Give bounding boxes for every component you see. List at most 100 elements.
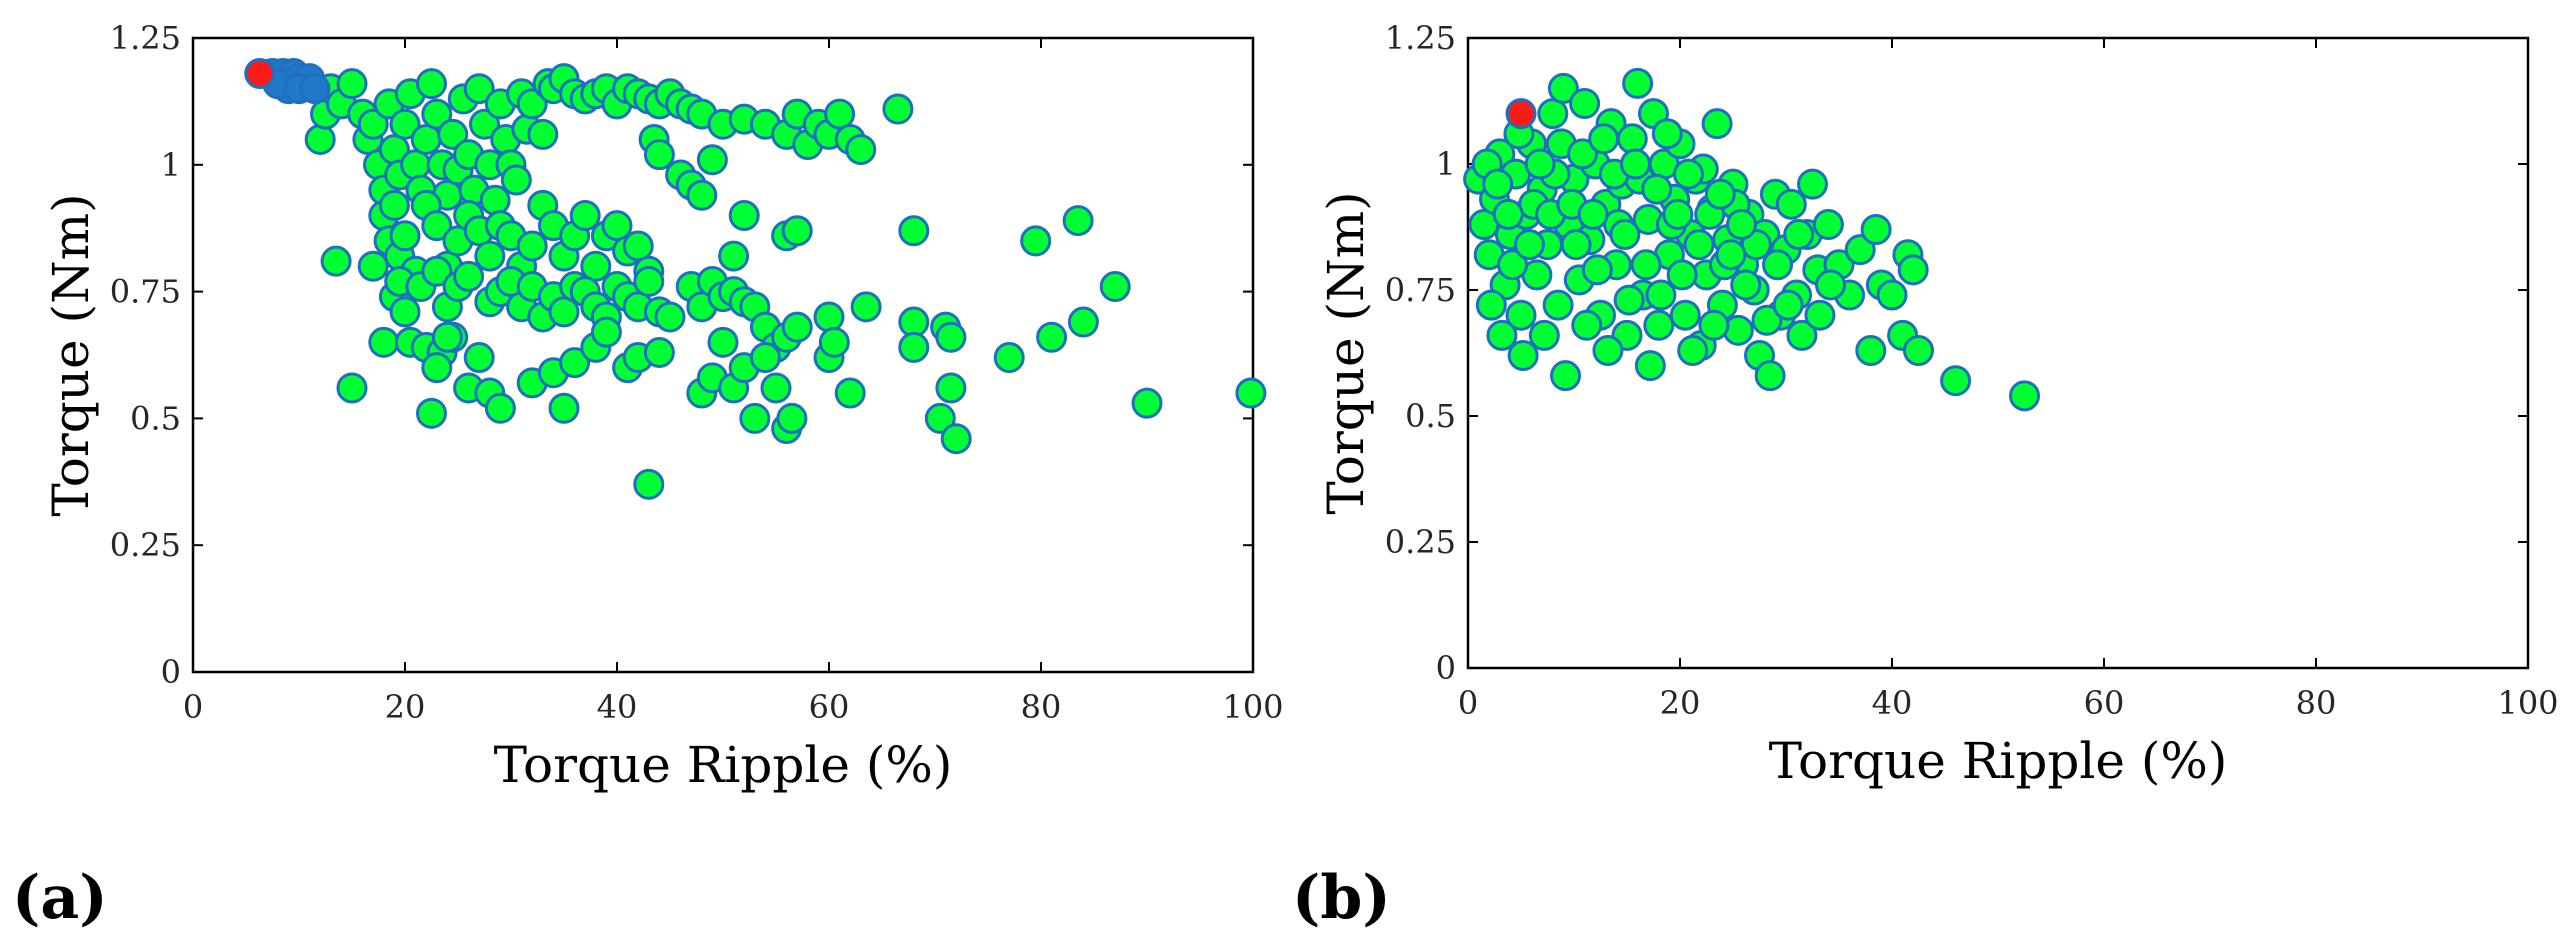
data-point	[654, 301, 686, 333]
data-point	[416, 397, 447, 429]
data-point	[686, 179, 718, 211]
data-point	[336, 372, 368, 404]
x-tick-label: 100	[2497, 684, 2558, 722]
data-point	[1577, 198, 1609, 230]
x-tick-label: 20	[1660, 684, 1701, 722]
data-point	[1701, 108, 1733, 140]
x-axis-label: Torque Ripple (%)	[494, 736, 953, 794]
data-point	[813, 301, 845, 333]
data-point	[824, 98, 856, 130]
data-point	[1715, 239, 1747, 271]
plot-area-b	[1466, 36, 2530, 670]
y-tick-label: 1	[161, 146, 181, 184]
data-point	[993, 342, 1025, 374]
data-point	[378, 189, 410, 221]
data-point	[431, 321, 463, 353]
x-tick-label: 80	[1021, 688, 1062, 726]
cluster-point	[299, 73, 331, 105]
data-point	[1616, 123, 1648, 155]
data-point	[776, 402, 808, 434]
data-point	[580, 250, 612, 282]
data-point	[739, 402, 771, 434]
data-point	[1651, 118, 1683, 150]
data-point	[898, 215, 930, 247]
data-point	[898, 306, 930, 338]
data-point	[527, 118, 559, 150]
data-point	[559, 347, 591, 379]
data-point	[1860, 214, 1892, 246]
data-point	[622, 230, 654, 262]
data-point	[1550, 360, 1582, 392]
data-point	[1581, 254, 1613, 286]
data-point	[1643, 309, 1675, 341]
data-point	[453, 260, 485, 292]
data-point	[940, 423, 972, 455]
data-point	[1235, 377, 1267, 409]
data-point	[1683, 229, 1715, 261]
data-point	[569, 200, 601, 232]
y-tick-label: 0.75	[1385, 271, 1456, 309]
data-point	[516, 230, 548, 262]
data-point	[1486, 319, 1518, 351]
data-point	[1569, 88, 1601, 120]
data-point	[1619, 148, 1651, 180]
data-point	[1876, 279, 1908, 311]
data-point	[484, 392, 516, 424]
y-tick-label: 0	[1436, 649, 1456, 687]
data-point	[1641, 173, 1673, 205]
data-point	[1609, 219, 1641, 251]
y-axis-label: Torque (Nm)	[1317, 191, 1375, 514]
data-point	[1855, 334, 1887, 366]
data-point	[1903, 334, 1934, 366]
data-point	[410, 123, 442, 155]
data-point	[1815, 269, 1847, 301]
x-tick-label: 20	[385, 688, 426, 726]
data-point	[1804, 299, 1836, 331]
data-point	[357, 250, 389, 282]
data-point	[1897, 254, 1929, 286]
data-point	[749, 342, 781, 374]
data-point	[1613, 284, 1645, 316]
data-point	[1772, 289, 1804, 321]
data-point	[421, 255, 453, 287]
data-point	[421, 210, 453, 242]
x-tick-label: 60	[2084, 684, 2125, 722]
data-point	[1704, 178, 1736, 210]
data-point	[1669, 299, 1701, 331]
data-point	[633, 468, 665, 500]
y-tick-label: 0.25	[1385, 523, 1456, 561]
data-point	[1571, 309, 1603, 341]
data-point	[1592, 334, 1624, 366]
data-point	[1751, 304, 1783, 336]
data-point	[389, 296, 421, 328]
data-point	[601, 210, 633, 242]
y-axis-label: Torque (Nm)	[42, 193, 100, 516]
data-point	[924, 402, 956, 434]
data-point	[898, 331, 930, 363]
panel-label-a: (a)	[12, 863, 108, 933]
x-tick-label: 40	[1872, 684, 1913, 722]
data-point	[389, 220, 421, 252]
data-point	[781, 311, 813, 343]
data-point	[1505, 299, 1537, 331]
data-point	[516, 88, 548, 120]
y-tick-label: 1.25	[1385, 19, 1456, 57]
data-point	[368, 326, 400, 358]
data-point	[474, 240, 506, 272]
x-tick-label: 40	[597, 688, 638, 726]
highlight-point	[1505, 98, 1537, 130]
data-point	[1475, 289, 1507, 321]
data-point	[1634, 350, 1666, 382]
data-point	[1482, 168, 1514, 200]
data-point	[2009, 380, 2040, 412]
data-point	[1672, 158, 1704, 190]
data-point	[834, 377, 866, 409]
data-point	[935, 372, 967, 404]
data-point	[707, 326, 739, 358]
data-point	[1783, 219, 1815, 251]
data-point	[416, 68, 447, 100]
data-point	[1542, 289, 1574, 321]
x-tick-label: 0	[1458, 684, 1478, 722]
data-point	[718, 240, 750, 272]
